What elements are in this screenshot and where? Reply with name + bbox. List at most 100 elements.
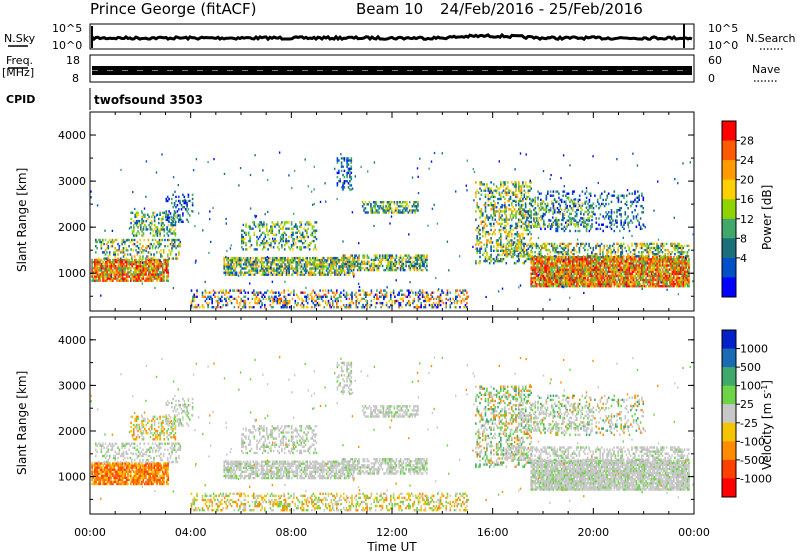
echo-cell bbox=[255, 261, 257, 264]
echo-cell bbox=[673, 274, 675, 278]
echo-cell bbox=[158, 251, 161, 254]
echo-cell bbox=[156, 230, 159, 233]
echo-cell bbox=[370, 207, 372, 210]
echo-cell bbox=[96, 271, 99, 274]
echo-cell bbox=[634, 274, 636, 278]
echo-cell bbox=[390, 262, 392, 266]
echo-cell bbox=[490, 249, 492, 252]
echo-cell bbox=[670, 266, 672, 269]
echo-cell bbox=[504, 249, 506, 252]
echo-cell bbox=[142, 275, 145, 278]
echo-cell bbox=[620, 283, 622, 286]
echo-cell bbox=[379, 205, 382, 208]
echo-cell bbox=[298, 256, 300, 260]
echo-cell bbox=[139, 279, 142, 282]
echo-cell bbox=[363, 262, 366, 266]
echo-cell bbox=[513, 233, 516, 236]
echo-cell bbox=[660, 278, 663, 282]
echo-cell bbox=[251, 265, 253, 268]
echo-cell bbox=[167, 255, 169, 258]
echo-cell bbox=[487, 257, 490, 261]
echo-cell bbox=[301, 291, 303, 294]
echo-cell bbox=[630, 266, 632, 269]
echo-cell bbox=[566, 278, 568, 282]
echo-cell bbox=[241, 267, 243, 270]
echo-cell bbox=[377, 297, 380, 301]
echo-cell bbox=[282, 237, 285, 241]
echo-cell bbox=[573, 274, 575, 278]
echo-cell bbox=[322, 289, 324, 292]
echo-cell bbox=[406, 209, 408, 212]
echo-cell bbox=[122, 238, 125, 242]
echo-cell bbox=[243, 301, 245, 305]
echo-cell bbox=[138, 265, 140, 268]
echo-cell bbox=[122, 255, 125, 258]
echo-cell bbox=[278, 259, 281, 262]
echo-cell bbox=[226, 295, 229, 298]
echo-cell bbox=[299, 271, 302, 274]
echo-cell bbox=[163, 258, 165, 262]
echo-cell bbox=[574, 280, 577, 284]
echo-cell bbox=[549, 272, 552, 275]
echo-cell bbox=[576, 285, 578, 288]
echo-cell bbox=[315, 221, 318, 224]
echo-cell bbox=[585, 274, 588, 278]
echo-cell bbox=[455, 291, 457, 294]
echo-cell bbox=[650, 276, 653, 280]
echo-cell bbox=[560, 278, 563, 282]
echo-cell bbox=[317, 271, 320, 274]
echo-cell bbox=[92, 273, 95, 276]
echo-cell bbox=[603, 278, 606, 282]
echo-cell bbox=[235, 273, 238, 276]
echo-cell bbox=[241, 237, 243, 241]
echo-cell bbox=[505, 187, 508, 190]
echo-cell bbox=[288, 299, 291, 303]
echo-cell bbox=[495, 191, 498, 194]
echo-cell bbox=[653, 276, 656, 280]
echo-cell bbox=[609, 278, 611, 282]
echo-cell bbox=[668, 258, 671, 261]
echo-cell bbox=[174, 215, 177, 219]
echo-cell bbox=[569, 274, 571, 278]
echo-cell bbox=[664, 268, 667, 271]
echo-cell bbox=[168, 210, 170, 213]
echo-cell bbox=[96, 273, 99, 276]
echo-cell bbox=[383, 209, 386, 212]
echo-cell bbox=[98, 273, 100, 276]
echo-cell bbox=[497, 259, 499, 263]
echo-cell bbox=[251, 291, 254, 294]
echo-cell bbox=[670, 278, 672, 282]
echo-cell bbox=[100, 271, 103, 274]
echo-cell bbox=[240, 263, 242, 266]
echo-cell bbox=[515, 210, 517, 213]
echo-cell bbox=[548, 258, 550, 261]
echo-cell bbox=[675, 266, 678, 269]
echo-cell bbox=[638, 260, 640, 263]
echo-cell bbox=[246, 265, 249, 268]
echo-cell bbox=[578, 260, 581, 263]
echo-cell bbox=[331, 256, 333, 260]
echo-cell bbox=[175, 199, 177, 203]
echo-cell bbox=[270, 229, 272, 232]
echo-cell bbox=[466, 291, 468, 294]
echo-cell bbox=[183, 199, 186, 203]
echo-cell bbox=[113, 265, 115, 268]
echo-cell bbox=[391, 301, 393, 305]
echo-cell bbox=[495, 241, 498, 244]
echo-cell bbox=[230, 301, 233, 305]
echo-cell bbox=[500, 239, 502, 242]
echo-cell bbox=[494, 204, 496, 207]
echo-cell bbox=[134, 260, 136, 264]
echo-cell bbox=[192, 295, 194, 298]
echo-cell bbox=[121, 267, 124, 270]
echo-cell bbox=[675, 274, 678, 278]
echo-cell bbox=[562, 256, 564, 259]
echo-cell bbox=[217, 295, 219, 298]
echo-cell bbox=[414, 201, 416, 204]
echo-cell bbox=[602, 262, 604, 265]
echo-cell bbox=[628, 272, 631, 275]
echo-cell bbox=[309, 256, 311, 260]
echo-cell bbox=[464, 297, 467, 301]
echo-cell bbox=[551, 280, 553, 284]
echo-cell bbox=[479, 259, 481, 263]
